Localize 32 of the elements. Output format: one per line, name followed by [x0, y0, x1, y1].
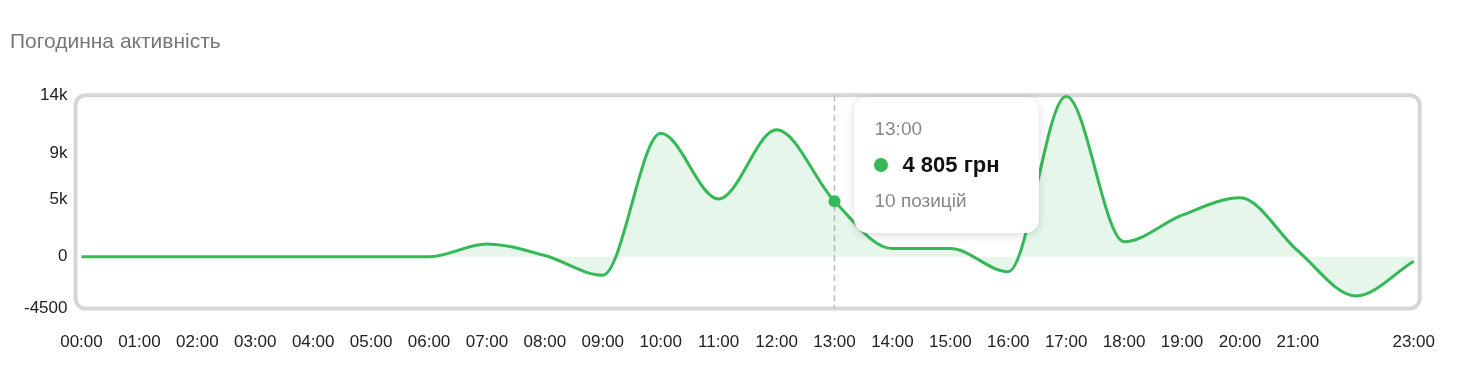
annotation: 10 позицій — [874, 190, 967, 212]
x-tick-label: 05:00 — [349, 332, 393, 352]
x-tick-label: 10:00 — [639, 332, 682, 352]
x-tick-label: 01:00 — [118, 332, 161, 352]
y-tick-label: 14k — [40, 84, 68, 104]
x-tick-label: 09:00 — [581, 332, 625, 352]
x-tick-label: 17:00 — [1044, 332, 1088, 352]
x-tick-label: 02:00 — [176, 332, 219, 352]
y-tick-label: -4500 — [24, 298, 68, 318]
x-tick-label: 07:00 — [465, 332, 509, 352]
x-tick-label: 12:00 — [755, 332, 798, 352]
y-tick-label: 9k — [49, 142, 68, 162]
x-tick-label: 15:00 — [929, 332, 972, 352]
x-tick-label: 04:00 — [291, 332, 335, 352]
x-tick-label: 08:00 — [523, 332, 567, 352]
x-tick-label: 21:00 — [1276, 332, 1320, 352]
chart-title: Погодинна активність — [10, 29, 221, 53]
x-tick-label: 19:00 — [1160, 332, 1204, 352]
y-tick-label: 5k — [49, 188, 68, 208]
x-tick-label: 16:00 — [986, 332, 1030, 352]
x-tick-label: 18:00 — [1102, 332, 1146, 352]
x-tick-label: 03:00 — [233, 332, 277, 352]
y-tick-label: 0 — [58, 246, 68, 266]
x-tick-label: 14:00 — [871, 332, 914, 352]
x-tick-label: 13:00 — [813, 332, 856, 352]
x-tick-label: 11:00 — [698, 332, 740, 352]
x-tick-label: 00:00 — [60, 332, 103, 352]
x-tick-label: 23:00 — [1392, 332, 1435, 352]
annotation: 4 805 грн — [902, 151, 1000, 180]
x-tick-label: 20:00 — [1218, 332, 1262, 352]
annotation: 13:00 — [874, 118, 923, 140]
x-tick-label: 06:00 — [407, 332, 451, 352]
